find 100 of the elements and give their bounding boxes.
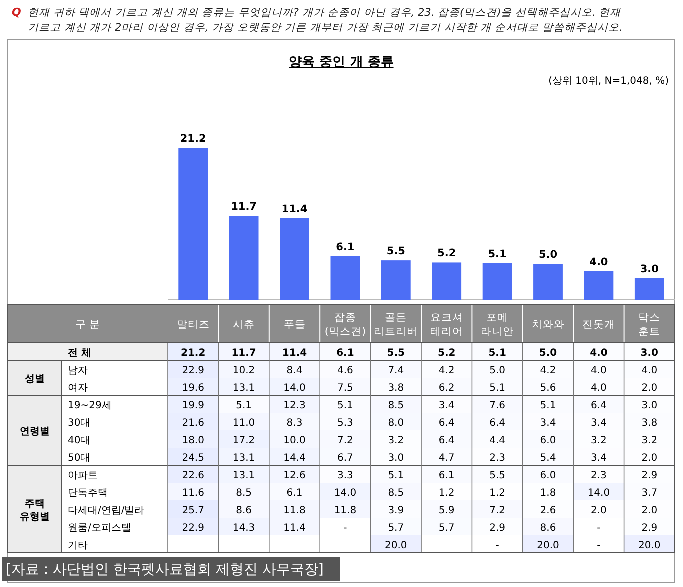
y-tick-label: 남자 bbox=[68, 365, 88, 376]
data-label: 3.0 bbox=[642, 400, 658, 412]
data-label: 2.3 bbox=[490, 452, 506, 464]
data-label: 1.2 bbox=[438, 488, 455, 499]
bar bbox=[381, 260, 411, 300]
data-label: 6.2 bbox=[438, 382, 455, 394]
data-label: 11.7 bbox=[231, 201, 258, 214]
data-label: 5.9 bbox=[438, 505, 455, 516]
data-label: 5.4 bbox=[540, 452, 556, 464]
data-label: 3.0 bbox=[388, 452, 404, 464]
data-label: 8.5 bbox=[236, 488, 252, 499]
bar bbox=[178, 148, 208, 300]
y-tick-label: 여자 bbox=[68, 382, 88, 394]
data-label: 3.8 bbox=[642, 418, 658, 429]
y-tick-label: 단독주택 bbox=[68, 488, 108, 499]
data-label: 3.0 bbox=[640, 348, 659, 359]
data-label: 20.0 bbox=[638, 540, 661, 552]
x-tick-label: 요크셔 테리어 bbox=[430, 312, 464, 338]
bar bbox=[634, 278, 664, 300]
data-label: 2.0 bbox=[590, 505, 607, 516]
data-label: 13.1 bbox=[232, 452, 256, 464]
data-label: 10.2 bbox=[232, 365, 256, 376]
data-label: 2.0 bbox=[642, 505, 658, 516]
data-label: 8.5 bbox=[388, 400, 404, 412]
y-tick-label: 원룸/오피스텔 bbox=[68, 522, 132, 534]
data-label: 11.6 bbox=[182, 488, 204, 499]
text: 성별 bbox=[25, 374, 45, 385]
data-label: 14.0 bbox=[334, 488, 357, 499]
y-tick-label: 기타 bbox=[68, 540, 88, 552]
y-tick-label: 40대 bbox=[68, 435, 91, 446]
bar bbox=[280, 218, 310, 300]
x-tick-label: 닥스훈트 bbox=[638, 312, 661, 338]
text: - bbox=[597, 522, 601, 534]
x-tick-label: 포메라니안 bbox=[481, 312, 514, 338]
data-label: 14.4 bbox=[284, 452, 306, 464]
data-label: 3.7 bbox=[642, 488, 658, 499]
data-label: 3.0 bbox=[640, 263, 659, 276]
data-label: 6.1 bbox=[336, 348, 354, 359]
data-label: 17.2 bbox=[232, 435, 256, 446]
text: Q 현재 귀하 댁에서 기르고 계신 개의 종류는 무엇입니까? 개가 순종이 아닌 경우, 23. 잡종(믹스견)을 선택해주십시오. 현재 기르고 계신 개가 2마리 이상인 경우, 가장 오랫동안 기른 개부터 가장 최근에 기르기 시작한 개 순서대로 말씀해주십시오. bbox=[12, 6, 623, 34]
data-label: 25.7 bbox=[182, 505, 204, 516]
data-label: 8.5 bbox=[388, 488, 404, 499]
data-label: 6.4 bbox=[590, 400, 607, 412]
data-label: 4.0 bbox=[590, 348, 608, 359]
data-label: 18.0 bbox=[182, 435, 204, 446]
data-label: 8.6 bbox=[236, 505, 252, 516]
data-label: 13.1 bbox=[232, 470, 256, 482]
data-label: 20.0 bbox=[537, 540, 560, 552]
bar bbox=[584, 271, 614, 300]
data-label: 7.2 bbox=[490, 505, 506, 516]
y-tick-label: 30대 bbox=[68, 418, 91, 429]
data-label: 11.7 bbox=[232, 348, 256, 359]
x-tick-label: 골든 리트리버 bbox=[374, 312, 418, 338]
data-label: 5.0 bbox=[538, 249, 558, 262]
data-label: 4.2 bbox=[540, 365, 556, 376]
data-label: 6.4 bbox=[438, 435, 455, 446]
data-label: 4.7 bbox=[438, 452, 455, 464]
data-label: 1.8 bbox=[540, 488, 556, 499]
y-tick-label: 전 체 bbox=[68, 348, 92, 359]
data-label: 4.2 bbox=[438, 365, 455, 376]
chart-title: 양육 중인 개 종류 bbox=[289, 55, 394, 70]
bar bbox=[482, 263, 512, 300]
data-label: 19.9 bbox=[182, 400, 204, 412]
data-label: 1.2 bbox=[490, 488, 506, 499]
x-tick-label: 푸들 bbox=[284, 319, 306, 331]
data-label: 3.2 bbox=[388, 435, 404, 446]
data-label: 3.9 bbox=[388, 505, 404, 516]
data-label: 3.2 bbox=[590, 435, 607, 446]
data-label: 11.8 bbox=[284, 505, 306, 516]
data-label: 2.9 bbox=[642, 470, 658, 482]
data-label: 22.9 bbox=[182, 522, 204, 534]
data-label: 21.2 bbox=[180, 133, 206, 145]
data-label: 11.4 bbox=[282, 203, 308, 216]
text: 구 분 bbox=[75, 319, 101, 331]
data-label: 12.3 bbox=[284, 400, 306, 412]
data-label: 6.1 bbox=[336, 241, 355, 254]
data-label: 2.0 bbox=[642, 382, 658, 394]
data-label: 7.6 bbox=[490, 400, 506, 412]
y-tick-label: 다세대/연립/빌라 bbox=[68, 505, 145, 516]
data-label: 2.6 bbox=[540, 505, 556, 516]
data-label: 4.6 bbox=[337, 365, 354, 376]
text: - bbox=[597, 540, 601, 552]
data-label: 11.4 bbox=[282, 348, 308, 359]
x-tick-label: 치와와 bbox=[532, 319, 565, 331]
data-label: 6.4 bbox=[438, 418, 455, 429]
y-tick-label: 19~29세 bbox=[68, 400, 112, 412]
data-label: 12.6 bbox=[284, 470, 306, 482]
data-label: 21.2 bbox=[181, 348, 206, 359]
data-label: 2.9 bbox=[490, 522, 506, 534]
data-label: 4.0 bbox=[590, 382, 607, 394]
y-tick-label: 50대 bbox=[68, 452, 91, 464]
x-tick-label: 진돗개 bbox=[582, 319, 616, 331]
data-label: 4.0 bbox=[590, 365, 607, 376]
text: 주택 유형별 bbox=[20, 498, 50, 523]
chart-subtitle: (상위 10위, N=1,048, %) bbox=[548, 76, 670, 87]
data-label: 4.0 bbox=[590, 256, 608, 268]
data-label: 3.3 bbox=[337, 470, 354, 482]
data-label: 3.4 bbox=[590, 452, 607, 464]
x-tick-label: 말티즈 bbox=[176, 319, 210, 331]
data-label: 10.0 bbox=[284, 435, 306, 446]
